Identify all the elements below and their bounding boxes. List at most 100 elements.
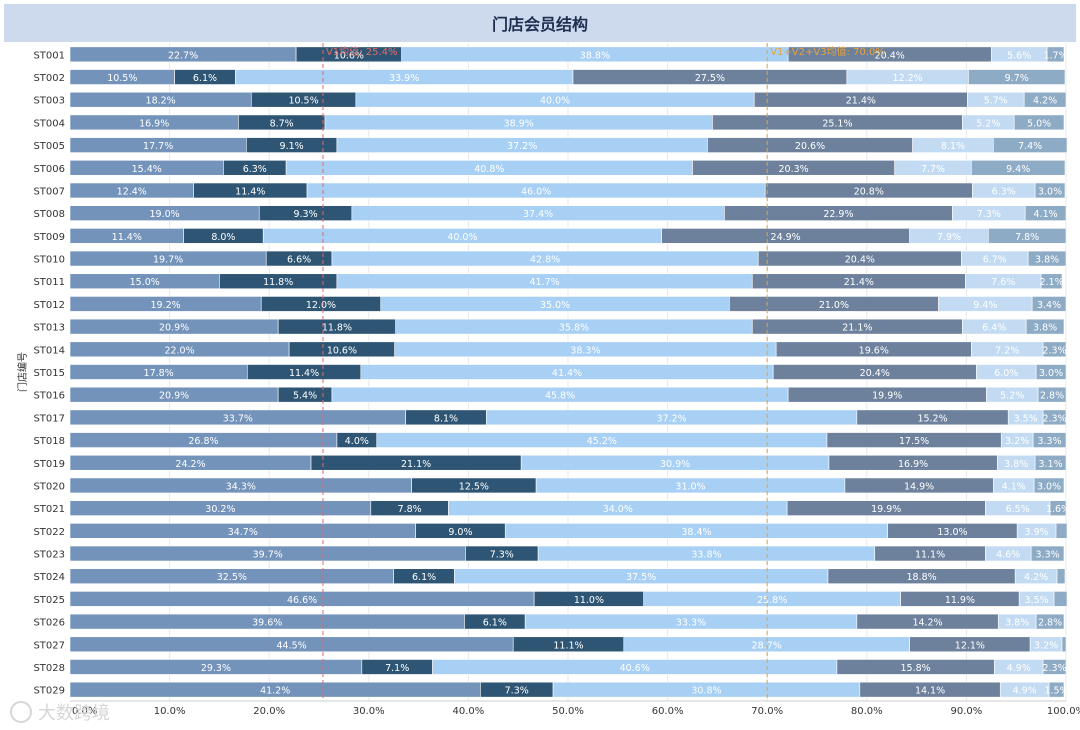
x-tick-label: 80.0% [851, 706, 883, 717]
data-label: 3.9% [1025, 527, 1049, 538]
data-label: 17.8% [144, 368, 174, 379]
data-label: 35.0% [540, 300, 570, 311]
data-label: 2.3% [1042, 345, 1066, 356]
data-label: 40.0% [447, 232, 477, 243]
y-tick-label: ST026 [33, 618, 65, 629]
bar-segment [1033, 477, 1065, 494]
y-tick-label: ST005 [33, 141, 65, 152]
data-label: 34.7% [228, 527, 258, 538]
data-label: 39.6% [252, 618, 282, 629]
y-tick-label: ST020 [33, 481, 65, 492]
data-label: 6.7% [983, 255, 1007, 266]
bar-segment [1027, 250, 1067, 267]
data-label: 9.4% [1006, 164, 1030, 175]
data-label: 20.6% [795, 141, 825, 152]
data-label: 20.4% [860, 368, 890, 379]
data-label: 11.1% [915, 550, 945, 561]
bar-segment [992, 137, 1068, 153]
data-label: 9.3% [293, 209, 317, 220]
data-label: 20.8% [854, 186, 884, 197]
data-label: 2.8% [1040, 391, 1064, 402]
bar-segment [1034, 454, 1067, 471]
y-tick-label: ST028 [33, 663, 65, 674]
bar-segment [1035, 613, 1065, 630]
bar-segment [1042, 659, 1067, 675]
data-label: 38.3% [570, 345, 600, 356]
watermark: 大数跨境 [10, 699, 110, 725]
y-tick-label: ST013 [33, 323, 65, 334]
data-label: 37.4% [523, 209, 553, 220]
data-label: 33.8% [691, 550, 721, 561]
bar-segment [1049, 500, 1067, 516]
data-label: 5.6% [1007, 50, 1031, 61]
y-tick-label: ST023 [33, 550, 65, 561]
data-label: 3.8% [1033, 323, 1057, 334]
data-label: 41.7% [530, 277, 560, 288]
data-label: 20.3% [779, 164, 809, 175]
bar-segment [1053, 591, 1068, 607]
data-label: 9.7% [1005, 73, 1029, 84]
data-label: 35.8% [559, 323, 589, 334]
data-label: 7.9% [937, 232, 961, 243]
chart-title: 门店会员结构 [491, 15, 588, 34]
data-label: 2.3% [1042, 413, 1066, 424]
data-label: 21.4% [846, 96, 876, 107]
data-label: 26.8% [188, 436, 218, 447]
data-label: 15.4% [132, 164, 162, 175]
y-tick-label: ST025 [33, 595, 65, 606]
data-label: 19.9% [871, 504, 901, 515]
reference-line-label: V1均值: 25.4% [326, 45, 398, 58]
data-label: 16.9% [898, 459, 928, 470]
data-label: 13.0% [937, 527, 967, 538]
data-label: 3.1% [1038, 459, 1062, 470]
data-label: 7.7% [921, 164, 945, 175]
data-label: 8.7% [270, 118, 294, 129]
data-label: 21.1% [842, 323, 872, 334]
data-label: 18.2% [146, 96, 176, 107]
data-label: 7.4% [1018, 141, 1042, 152]
bar-segment [1025, 318, 1065, 335]
data-label: 38.4% [681, 527, 711, 538]
data-label: 6.6% [287, 255, 311, 266]
data-label: 21.4% [844, 277, 874, 288]
data-label: 4.1% [1002, 481, 1026, 492]
data-label: 12.2% [893, 73, 923, 84]
data-label: 12.0% [306, 300, 336, 311]
data-label: 9.1% [280, 141, 304, 152]
bar-segment [1055, 523, 1068, 539]
data-label: 17.5% [899, 436, 929, 447]
data-label: 33.9% [389, 73, 419, 84]
data-label: 2.1% [1039, 277, 1063, 288]
y-tick-label: ST024 [33, 572, 65, 583]
data-label: 19.6% [859, 345, 889, 356]
y-axis-label: 门店编号 [16, 352, 29, 392]
data-label: 6.0% [994, 368, 1018, 379]
data-label: 19.0% [150, 209, 180, 220]
data-label: 14.1% [915, 686, 945, 697]
bar-segment [1034, 182, 1066, 199]
data-label: 25.8% [757, 595, 787, 606]
bar-segment [1032, 432, 1067, 448]
bar-segment [1046, 46, 1065, 63]
data-label: 16.9% [139, 118, 169, 129]
data-label: 6.4% [982, 323, 1006, 334]
bar-segment [1061, 636, 1067, 653]
data-label: 22.7% [168, 50, 198, 61]
y-tick-label: ST016 [33, 391, 65, 402]
y-tick-label: ST019 [33, 459, 65, 470]
data-label: 1.5% [1044, 686, 1068, 697]
data-label: 34.0% [603, 504, 633, 515]
x-tick-label: 60.0% [652, 706, 684, 717]
chart-title-bar: 门店会员结构 [4, 4, 1076, 42]
data-label: 5.2% [1000, 391, 1024, 402]
y-tick-label: ST017 [33, 413, 65, 424]
data-label: 11.1% [553, 640, 583, 651]
bar-segment [1023, 91, 1067, 108]
data-label: 39.7% [253, 550, 283, 561]
data-label: 30.2% [205, 504, 235, 515]
watermark-logo-icon [10, 701, 32, 723]
data-label: 11.4% [235, 186, 265, 197]
data-label: 40.0% [540, 96, 570, 107]
data-label: 11.4% [112, 232, 142, 243]
data-label: 46.6% [287, 595, 317, 606]
